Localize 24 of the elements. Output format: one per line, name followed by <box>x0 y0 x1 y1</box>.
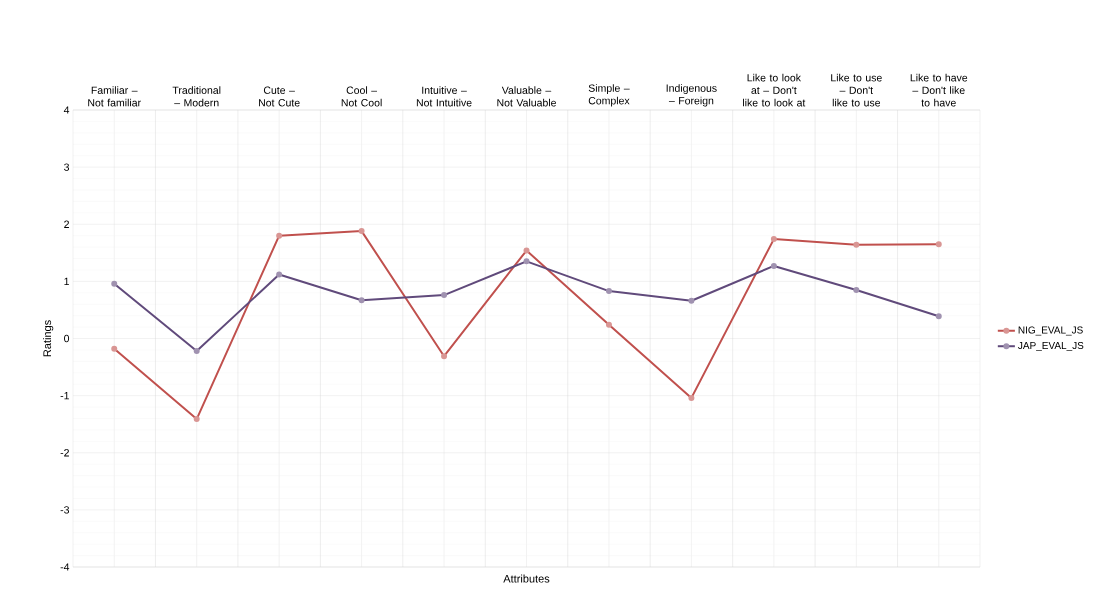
y-axis-title: Ratings <box>43 320 54 357</box>
x-tick-label: Familiar – Not familiar <box>88 86 141 107</box>
y-tick-label: 4 <box>63 106 70 114</box>
x-tick-label: Intuitive – Not Intuitive <box>416 86 472 107</box>
x-tick-label: Traditional – Modern <box>172 86 221 107</box>
x-tick-label: Indigenous – Foreign <box>666 84 717 107</box>
y-tick-label: 3 <box>64 163 70 171</box>
x-tick-label: Valuable – Not Valuable <box>497 86 556 107</box>
y-tick-label: 0 <box>64 334 70 343</box>
x-tick-label: Like to use – Don't like to use <box>831 73 882 107</box>
x-axis-title: Attributes <box>503 574 550 583</box>
y-tick-label: -2 <box>60 449 69 457</box>
x-tick-label: Like to look at – Don't like to look at <box>743 73 806 107</box>
y-tick-label: 1 <box>64 277 69 285</box>
x-tick-label: Like to have – Don't like to have <box>910 73 968 107</box>
y-tick-label: -4 <box>60 563 70 571</box>
y-tick-label: -3 <box>60 506 70 514</box>
x-tick-label: Cute – Not Cute <box>259 86 300 107</box>
x-tick-label: Simple – Complex <box>588 84 630 107</box>
y-tick-label: 2 <box>64 220 69 228</box>
legend-label: NIG_EVAL_JS <box>1018 326 1083 336</box>
x-tick-label: Cool – Not Cool <box>341 86 382 107</box>
y-tick-label: -1 <box>60 392 69 400</box>
legend-label: JAP_EVAL_JS <box>1018 341 1084 351</box>
